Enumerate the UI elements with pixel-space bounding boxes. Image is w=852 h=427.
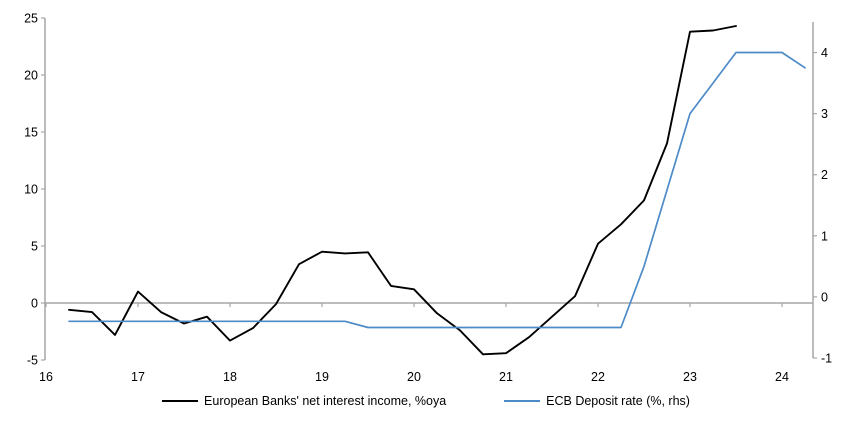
left-axis-tick-label: 10 — [24, 183, 38, 197]
x-axis-tick-label: 20 — [407, 370, 421, 384]
right-axis-tick-label: 0 — [821, 290, 828, 304]
nii-line — [68, 25, 737, 356]
x-axis-tick-label: 24 — [775, 370, 789, 384]
legend-item-ecb-deposit-rate: ECB Deposit rate (%, rhs) — [504, 394, 690, 408]
left-axis-tick-label: 0 — [31, 297, 38, 311]
right-axis-tick-label: -1 — [821, 352, 832, 366]
legend-label-net-interest-income: European Banks' net interest income, %oy… — [204, 394, 447, 408]
right-axis-tick-label: 1 — [821, 229, 828, 243]
left-axis-tick-label: 25 — [24, 12, 38, 26]
x-axis-tick-label: 17 — [131, 370, 145, 384]
x-axis-tick-label: 22 — [591, 370, 605, 384]
x-axis-tick-label: 21 — [499, 370, 513, 384]
right-axis-tick-label: 4 — [821, 46, 828, 60]
x-axis-tick-label: 23 — [683, 370, 697, 384]
ecb-line-sample-icon — [504, 400, 541, 402]
nii-line-sample-icon — [162, 400, 199, 402]
right-axis-tick-label: 2 — [821, 168, 828, 182]
right-axis-tick-label: 3 — [821, 107, 828, 121]
legend-item-net-interest-income: European Banks' net interest income, %oy… — [162, 394, 446, 408]
left-axis-tick-label: 20 — [24, 69, 38, 83]
x-axis-tick-label: 19 — [315, 370, 329, 384]
x-axis-tick-label: 16 — [39, 370, 53, 384]
chart-legend: European Banks' net interest income, %oy… — [0, 394, 852, 408]
x-axis-tick-label: 18 — [223, 370, 237, 384]
left-axis-tick-label: 5 — [31, 240, 38, 254]
left-axis-tick-label: 15 — [24, 126, 38, 140]
left-axis-tick-label: -5 — [27, 354, 38, 368]
legend-label-ecb-deposit-rate: ECB Deposit rate (%, rhs) — [546, 394, 690, 408]
ecb-line — [68, 51, 806, 329]
